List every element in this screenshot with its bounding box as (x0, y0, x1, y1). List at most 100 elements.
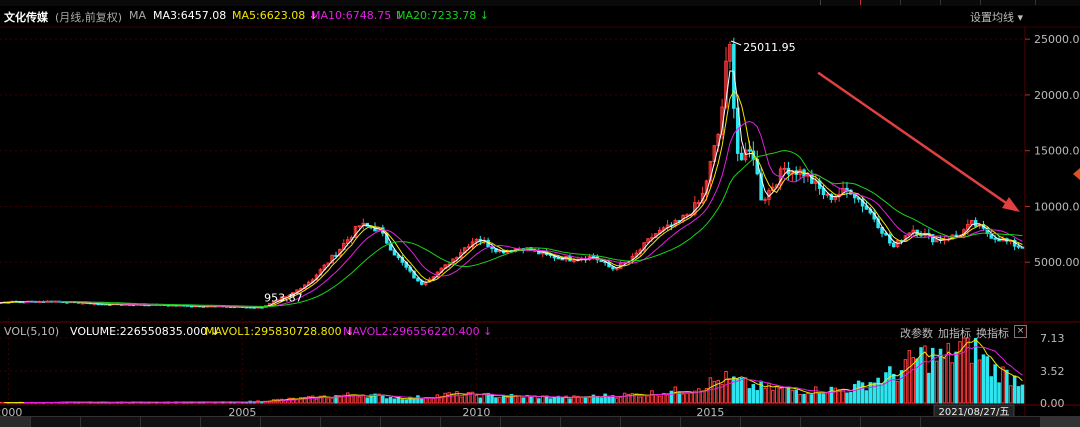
switch-indicator-button[interactable]: 换指标 (976, 327, 1009, 340)
candle-body (416, 277, 420, 282)
bottom-tab[interactable] (260, 417, 321, 427)
volume-bar (365, 397, 369, 404)
change-params-button[interactable]: 改参数 (900, 327, 933, 340)
candle-body (763, 198, 767, 201)
bottom-tab-active[interactable] (0, 417, 31, 427)
volume-bar (435, 394, 440, 404)
volume-bar (373, 393, 377, 404)
high-pointer (730, 40, 742, 46)
volume-bar (482, 393, 486, 404)
volume-bar (408, 396, 412, 404)
bottom-tab[interactable] (740, 417, 801, 427)
candle-body (474, 238, 479, 243)
volume-bar (864, 390, 869, 404)
volume-bar (416, 395, 420, 404)
volume-bar (303, 396, 307, 404)
mavol2-line (24, 345, 1023, 403)
volume-bar (724, 370, 728, 404)
volume-bar (911, 357, 916, 404)
toolbar-tab[interactable] (1035, 0, 1074, 5)
bottom-tab[interactable] (30, 417, 81, 427)
volume-bar (0, 401, 3, 404)
candle-body (330, 254, 334, 264)
volume-bar (755, 390, 759, 404)
volume-bar (552, 397, 557, 404)
toolbar-tab[interactable] (940, 0, 979, 5)
volume-bar (564, 395, 568, 404)
candle-body (891, 242, 896, 248)
bottom-tab[interactable] (860, 417, 921, 427)
volume-bar (345, 392, 350, 404)
high-label: 25011.95 (743, 41, 796, 54)
bottom-tab[interactable] (500, 417, 561, 427)
volume-bar (388, 396, 393, 404)
toolbar-tab[interactable] (900, 0, 939, 5)
volume-group (0, 337, 1025, 404)
bottom-tab[interactable] (380, 417, 441, 427)
volume-bar (642, 394, 646, 404)
volume-bar (930, 347, 935, 404)
ma-settings-button[interactable]: 设置均线 ▾ (970, 11, 1024, 24)
volume-bar (657, 395, 662, 404)
volume-bar (533, 395, 537, 404)
candle-body (455, 256, 459, 260)
volume-bar (895, 381, 900, 404)
toolbar-tab[interactable] (820, 0, 859, 5)
bottom-tab[interactable] (200, 417, 261, 427)
volume-bar (462, 394, 467, 404)
add-indicator-button[interactable]: 加指标 (938, 327, 971, 340)
candle-body (919, 234, 923, 237)
volume-bar (1012, 375, 1017, 404)
bottom-tab[interactable] (620, 417, 681, 427)
ma-legend-bar: 文化传媒 (月线,前复权) MA MA3:6457.08 MA5:6623.08… (0, 6, 1080, 26)
volume-bar (455, 391, 459, 404)
volume-bar (860, 382, 865, 404)
volume-bar (677, 392, 681, 404)
volume-bar (400, 399, 405, 404)
candles-group (0, 37, 1025, 309)
bottom-tab[interactable] (680, 417, 741, 427)
volume-bar (326, 397, 330, 404)
volume-bar (907, 350, 912, 404)
candle-body (934, 238, 939, 243)
volume-bar (1020, 384, 1025, 404)
volume-bar (665, 394, 670, 404)
candle-body (611, 266, 615, 270)
volume-bar (291, 397, 295, 404)
volume-bar (537, 398, 541, 404)
volume-bar (342, 394, 346, 404)
ma5-value: MA5:6623.08 ↓ (232, 9, 318, 22)
volume-bar (927, 372, 931, 404)
volume-bar (786, 386, 791, 404)
volume-bar (486, 392, 490, 404)
x-tick-label: 2010 (462, 406, 490, 419)
volume-bar (735, 378, 740, 404)
volume-bar (872, 382, 876, 404)
volume-bar (568, 398, 572, 404)
volume-bar (540, 395, 545, 404)
bottom-tab[interactable] (560, 417, 621, 427)
bottom-tab[interactable] (800, 417, 861, 427)
volume-bar (572, 395, 576, 404)
volume-bar (466, 392, 471, 404)
bottom-tab[interactable] (80, 417, 141, 427)
volume-bar (353, 394, 358, 404)
volume-bar (938, 348, 943, 404)
bottom-tab-end[interactable] (1040, 417, 1080, 427)
volume-bar (1016, 386, 1021, 404)
volume-bar (560, 398, 564, 404)
volume-bar (743, 377, 748, 404)
toolbar-tab-active[interactable] (860, 0, 899, 5)
close-icon[interactable]: × (1014, 325, 1027, 338)
bottom-tab[interactable] (320, 417, 381, 427)
volume-bar (591, 394, 596, 404)
volume-bar (806, 393, 810, 404)
candle-body (572, 260, 576, 263)
bottom-tab[interactable] (140, 417, 201, 427)
volume-bar (817, 393, 822, 404)
volume-bar (318, 395, 323, 404)
bottom-tab[interactable] (440, 417, 501, 427)
candle-body (685, 214, 689, 217)
volume-bar (852, 384, 857, 404)
toolbar-tab[interactable] (980, 0, 1019, 5)
